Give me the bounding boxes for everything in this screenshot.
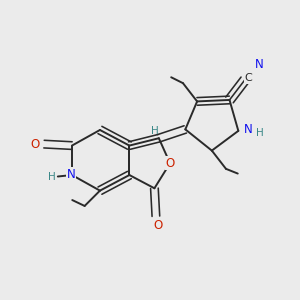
Text: O: O bbox=[165, 157, 175, 170]
Text: N: N bbox=[255, 58, 264, 71]
Text: N: N bbox=[67, 168, 76, 181]
Text: H: H bbox=[151, 126, 158, 136]
Text: C: C bbox=[244, 74, 252, 83]
Text: H: H bbox=[256, 128, 263, 138]
Text: N: N bbox=[244, 124, 252, 136]
Text: H: H bbox=[48, 172, 56, 182]
Text: O: O bbox=[30, 138, 39, 151]
Text: O: O bbox=[154, 219, 163, 232]
